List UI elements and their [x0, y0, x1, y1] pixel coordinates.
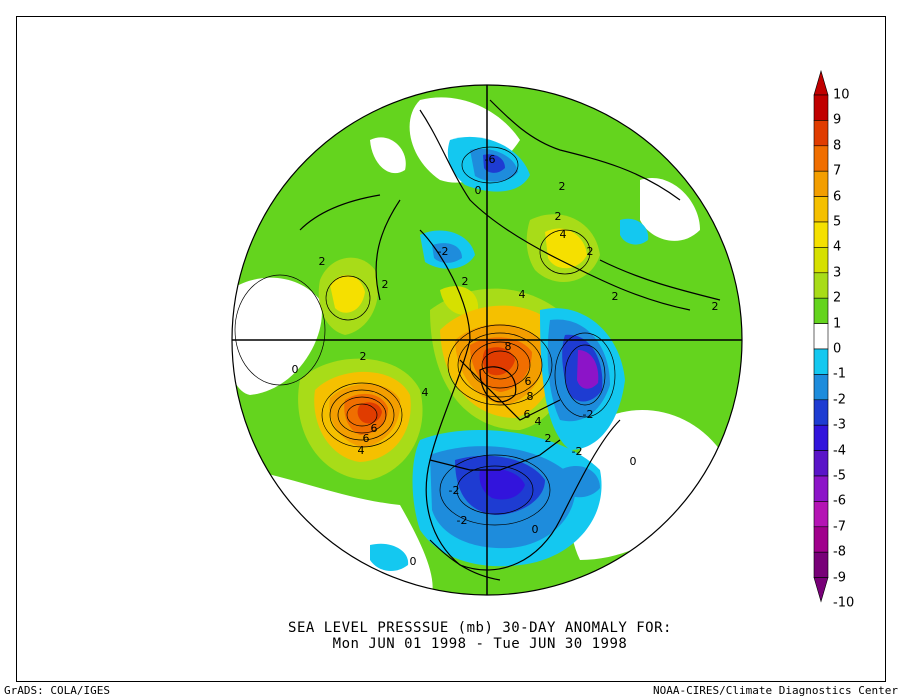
contour-label: 2 — [555, 210, 562, 223]
colorbar-swatch — [813, 170, 829, 197]
contour-label: 0 — [532, 523, 539, 536]
colorbar-swatch — [813, 348, 829, 375]
colorbar-swatch — [813, 424, 829, 451]
colorbar-label: 7 — [833, 163, 842, 179]
contour-label: -2 — [438, 245, 449, 258]
colorbar-label: 0 — [833, 341, 842, 357]
colorbar-label: -1 — [833, 366, 846, 382]
contour-label: 0 — [410, 555, 417, 568]
contour-label: 4 — [519, 288, 526, 301]
contour-label: 2 — [559, 180, 566, 193]
colorbar-label: 8 — [833, 138, 842, 154]
colorbar-swatch — [813, 501, 829, 528]
contour-label: 8 — [527, 390, 534, 403]
contour-label: 0 — [630, 455, 637, 468]
contour-label: -2 — [457, 514, 468, 527]
colorbar-label: -5 — [833, 468, 846, 484]
colorbar-label: 5 — [833, 214, 842, 230]
contour-label: 2 — [319, 255, 326, 268]
colorbar-swatch — [813, 272, 829, 299]
coastlines — [299, 99, 721, 581]
colorbar-swatch — [813, 526, 829, 553]
colorbar-label: 9 — [833, 112, 842, 128]
contour-label: 4 — [422, 386, 429, 399]
colorbar-swatch — [813, 196, 829, 223]
colorbar-label: 6 — [833, 189, 842, 205]
colorbar-label: 4 — [833, 239, 842, 255]
colorbar-label: -6 — [833, 493, 846, 509]
contour-label: 6 — [525, 375, 532, 388]
colorbar-swatch — [813, 450, 829, 477]
colorbar-label: -9 — [833, 570, 846, 586]
contour-label: 2 — [360, 350, 367, 363]
contour-label: 2 — [612, 290, 619, 303]
colorbar-swatch — [813, 120, 829, 147]
colorbar-label: -4 — [833, 443, 846, 459]
colorbar-swatch — [813, 475, 829, 502]
contour-labels: 2 2 2 2 4 4 2 2 2 2 2 6 8 6 4 6 4 8 6 4 … — [292, 153, 719, 568]
white-region — [370, 137, 406, 174]
colorbar-swatch — [813, 94, 829, 121]
colorbar-label: -7 — [833, 519, 846, 535]
colorbar-label: 3 — [833, 265, 842, 281]
colorbar-label: -8 — [833, 544, 846, 560]
contour-label: 2 — [545, 432, 552, 445]
colorbar-label: -10 — [833, 595, 855, 611]
map-title-line1: SEA LEVEL PRESSSUE (mb) 30-DAY ANOMALY F… — [288, 620, 672, 636]
contour-label: 2 — [587, 245, 594, 258]
colorbar-label: 2 — [833, 290, 842, 306]
colorbar-swatch — [813, 374, 829, 401]
contour-label: 2 — [712, 300, 719, 313]
contours — [234, 146, 616, 526]
contour-label: 8 — [505, 340, 512, 353]
footer-right: NOAA-CIRES/Climate Diagnostics Center — [652, 684, 898, 697]
contour-label: 2 — [382, 278, 389, 291]
white-region — [569, 410, 720, 560]
colorbar-label: -3 — [833, 417, 846, 433]
colorbar-swatch — [813, 399, 829, 426]
contour-label: -2 — [449, 484, 460, 497]
contour-label: -2 — [572, 445, 583, 458]
contour-label: 4 — [535, 415, 542, 428]
colorbar-top-arrow — [813, 69, 829, 96]
colorbar-swatch — [813, 221, 829, 248]
white-region — [232, 277, 322, 395]
contour-label: 2 — [462, 275, 469, 288]
contour-label: 0 — [292, 363, 299, 376]
colorbar-swatch — [813, 323, 829, 350]
colorbar-swatch — [813, 145, 829, 172]
contour-label: 6 — [524, 408, 531, 421]
contour-label: 4 — [358, 444, 365, 457]
contour-label: -6 — [485, 153, 496, 166]
colorbar — [813, 69, 829, 603]
plot-frame — [16, 16, 886, 682]
contour-label: 6 — [371, 422, 378, 435]
colorbar-swatch — [813, 247, 829, 274]
contour-label: 0 — [475, 184, 482, 197]
colorbar-swatch — [813, 551, 829, 578]
colorbar-swatch — [813, 297, 829, 324]
contour-label: 6 — [363, 432, 370, 445]
colorbar-label: 10 — [833, 87, 850, 103]
colorbar-label: 1 — [833, 316, 842, 332]
colorbar-label: -2 — [833, 392, 846, 408]
contour-label: 4 — [560, 228, 567, 241]
map-title-line2: Mon JUN 01 1998 - Tue JUN 30 1998 — [332, 636, 628, 652]
footer-left: GrADS: COLA/IGES — [4, 684, 110, 697]
contour-label: -2 — [583, 408, 594, 421]
colorbar-bottom-arrow — [813, 577, 829, 603]
white-region — [640, 178, 700, 241]
